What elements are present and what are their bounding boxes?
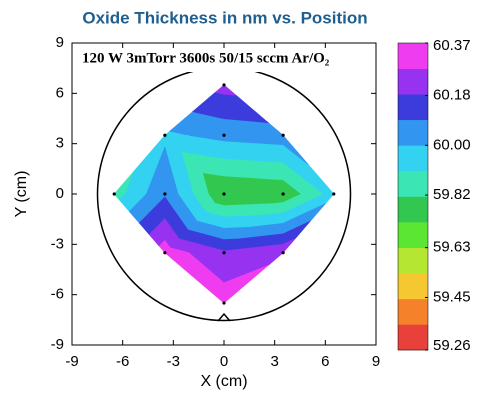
colorbar-tick-label: 60.18 (433, 87, 471, 104)
measurement-point (281, 251, 285, 255)
measurement-point (163, 133, 167, 137)
colorbar-tick-label: 59.26 (433, 337, 471, 354)
y-tick-label: -9 (51, 336, 64, 353)
y-tick-label: 6 (56, 84, 64, 101)
colorbar-tick-label: 60.00 (433, 136, 471, 153)
colorbar-band (398, 298, 428, 325)
y-axis-title: Y (cm) (13, 171, 30, 218)
colorbar-band (398, 247, 428, 274)
contour-band (223, 265, 269, 304)
annotation-box (76, 46, 364, 72)
x-tick-label: -3 (167, 353, 180, 370)
measurement-point (112, 192, 116, 196)
x-axis-title: X (cm) (200, 373, 247, 390)
colorbar-band (398, 68, 428, 95)
colorbar-band (398, 273, 428, 300)
colorbar-band (398, 145, 428, 172)
measurement-point (281, 133, 285, 137)
colorbar-tick-label: 59.63 (433, 239, 471, 256)
measurement-point (222, 133, 226, 137)
x-tick-label: 3 (270, 353, 278, 370)
x-tick-label: -6 (116, 353, 129, 370)
contour-band (282, 134, 309, 165)
measurement-point (332, 192, 336, 196)
measurement-point (222, 83, 226, 87)
colorbar-band (398, 170, 428, 197)
contour-band (214, 84, 225, 95)
colorbar-band (398, 119, 428, 146)
chart-title: Oxide Thickness in nm vs. Position (82, 8, 367, 27)
measurement-point (163, 251, 167, 255)
annotation: 120 W 3mTorr 3600s 50/15 sccm Ar/O₂ (82, 50, 330, 66)
x-tick-label: -9 (65, 353, 78, 370)
contour-band (282, 238, 296, 254)
colorbar-tick-label: 59.45 (433, 288, 471, 305)
colorbar-band (398, 196, 428, 223)
measurement-point (281, 192, 285, 196)
colorbar-band (398, 324, 428, 351)
measurement-point (222, 251, 226, 255)
colorbar-band (398, 222, 428, 248)
measurement-point (222, 192, 226, 196)
colorbar-band (398, 94, 428, 121)
measurement-point (222, 301, 226, 305)
colorbar-tick-label: 60.37 (433, 37, 471, 54)
measurement-point (163, 192, 167, 196)
x-tick-label: 9 (372, 353, 380, 370)
colorbar-tick-label: 59.82 (433, 186, 471, 203)
contour-band (223, 84, 238, 96)
y-tick-label: 3 (56, 135, 64, 152)
colorbar-band (398, 43, 428, 69)
x-tick-label: 0 (220, 353, 228, 370)
y-tick-label: -6 (51, 286, 64, 303)
y-tick-label: 9 (56, 34, 64, 51)
y-tick-label: -3 (51, 235, 64, 252)
wafer-notch (217, 312, 231, 322)
contour-band (223, 93, 270, 124)
contour-band (158, 239, 166, 254)
plot-area (112, 83, 336, 305)
colorbar-frame (397, 42, 429, 351)
y-tick-label: 0 (56, 185, 64, 202)
x-tick-label: 6 (321, 353, 329, 370)
